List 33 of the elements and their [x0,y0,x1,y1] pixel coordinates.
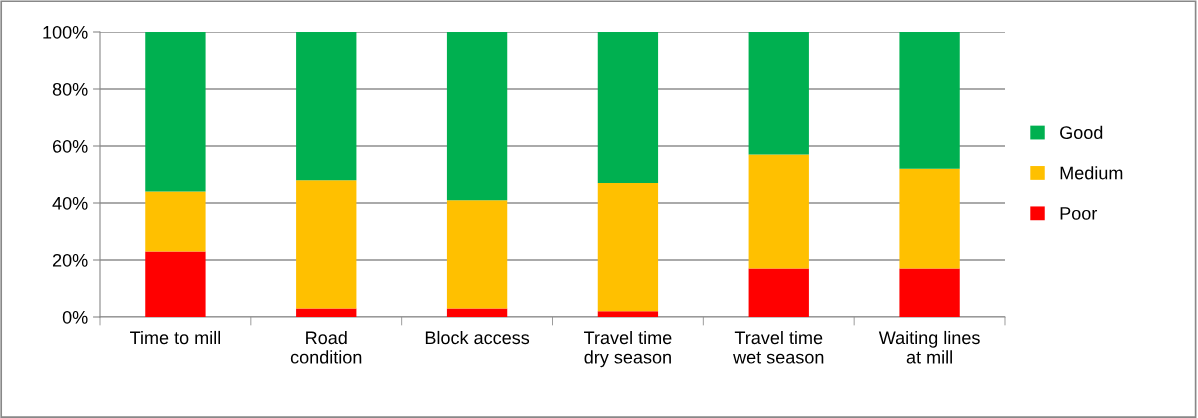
legend-label: Good [1060,125,1103,139]
bar [296,180,357,309]
bar [748,154,809,269]
bar [296,32,357,181]
bar [446,200,508,309]
legend-label: Poor [1060,207,1098,220]
bar [748,268,809,317]
bar [296,308,357,317]
x-tick-label: Block access [425,330,530,345]
bar [145,32,206,192]
bar [597,311,659,317]
bar [145,251,206,317]
x-tick-label: Travel time wet season [733,330,824,364]
x-tick-label: Travel time dry season [584,330,672,368]
bar [145,191,206,252]
bar [597,183,659,312]
bar [446,308,508,317]
bar [899,268,960,317]
x-tick-label: Waiting lines at mill [878,330,980,364]
y-tick-label: 60% [52,139,88,153]
x-tick-label: Road condition [290,330,362,364]
y-tick-label: 20% [52,253,88,267]
bar [899,168,960,269]
bar [597,32,659,184]
x-tick-label: Time to mill [130,330,221,345]
bar [899,32,960,169]
bar [748,32,809,155]
y-tick-label: 80% [52,82,88,96]
y-tick-label: 0% [62,310,88,324]
y-tick-label: 100% [43,25,88,39]
bar [446,32,508,201]
y-tick-label: 40% [52,196,88,210]
legend-label: Medium [1060,166,1123,180]
